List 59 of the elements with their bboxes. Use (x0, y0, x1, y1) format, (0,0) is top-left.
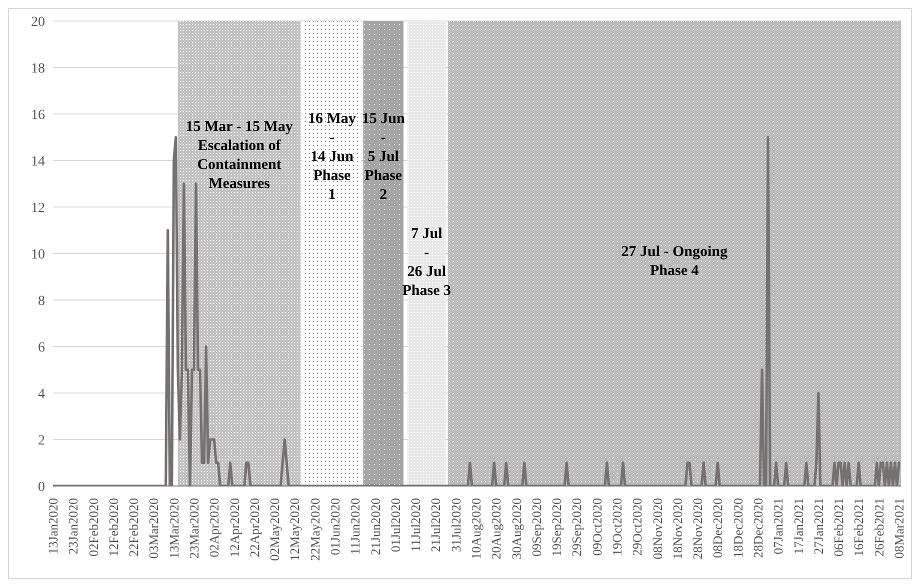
band-label: 15 Mar - 15 May Escalation of Containment Measures (186, 119, 294, 192)
x-tick-label: 12Apr2020 (226, 498, 242, 558)
x-tick-label: 02Feb2020 (86, 498, 101, 556)
y-tick-label: 12 (31, 200, 45, 216)
x-tick-label: 12Feb2020 (106, 498, 121, 556)
x-tick-label: 11Jul2020 (408, 498, 424, 552)
x-tick-label: 22Feb2020 (126, 498, 142, 556)
x-tick-label: 07Jan2021 (770, 498, 786, 554)
x-tick-label: 31Jul2020 (448, 498, 464, 552)
x-tick-label: 01Jul2020 (388, 498, 403, 552)
x-tick-label: 19Sep2020 (549, 498, 564, 556)
x-tick-label: 19Oct2020 (609, 498, 624, 556)
x-tick-label: 16Feb2021 (851, 498, 866, 556)
x-tick-label: 02May2020 (267, 498, 282, 561)
y-tick-label: 2 (38, 433, 45, 448)
x-tick-label: 03Mar2020 (146, 498, 162, 559)
x-tick-label: 10Aug2020 (468, 498, 484, 560)
x-tick-label: 09Sep2020 (528, 498, 544, 556)
x-tick-label: 29Oct2020 (630, 498, 645, 556)
x-tick-label: 08Dec2020 (710, 498, 726, 558)
x-tick-label: 02Apr2020 (206, 498, 222, 558)
x-tick-label: 28Nov2020 (690, 498, 706, 560)
band-label: 15 Jun - 5 Jul Phase 2 (362, 111, 406, 203)
y-tick-label: 16 (31, 108, 45, 123)
x-tick-label: 09Oct2020 (589, 498, 604, 556)
x-tick-label: 17Jan2021 (790, 498, 806, 554)
x-tick-label: 21Jun2020 (368, 498, 383, 556)
y-tick-label: 20 (31, 14, 45, 30)
y-tick-label: 14 (31, 154, 45, 170)
x-tick-label: 23Jan2020 (66, 498, 81, 554)
x-tick-label: 23Mar2020 (186, 498, 202, 559)
x-tick-label: 18Dec2020 (730, 498, 746, 558)
x-tick-label: 11Jun2020 (348, 498, 363, 555)
y-tick-label: 0 (38, 480, 45, 495)
band-label: 7 Jul - 26 Jul Phase 3 (402, 226, 452, 299)
y-tick-label: 18 (31, 61, 45, 76)
y-tick-label: 6 (38, 340, 45, 356)
y-tick-label: 8 (38, 294, 45, 309)
band-label: 27 Jul - Ongoing Phase 4 (621, 244, 728, 279)
x-tick-label: 30Aug2020 (508, 498, 524, 560)
x-tick-label: 28Dec2020 (750, 498, 766, 558)
x-tick-label: 22Apr2020 (246, 498, 262, 558)
y-tick-label: 10 (31, 247, 45, 262)
y-tick-label: 4 (38, 386, 45, 402)
x-tick-label: 13Jan2020 (46, 498, 60, 554)
x-tick-label: 26Feb2021 (871, 498, 886, 556)
x-tick-label: 18Nov2020 (670, 498, 685, 560)
band-label: 16 May - 14 Jun Phase 1 (308, 111, 356, 203)
x-tick-label: 13Mar2020 (166, 498, 182, 559)
x-tick-label: 08Mar2021 (891, 498, 906, 559)
x-tick-label: 08Nov2020 (650, 498, 665, 560)
x-tick-label: 20Aug2020 (488, 498, 504, 560)
x-tick-label: 22May2020 (307, 498, 322, 561)
x-tick-label: 06Feb2021 (831, 498, 846, 556)
x-tick-label: 29Sep2020 (569, 498, 584, 556)
x-tick-label: 27Jan2021 (810, 498, 826, 554)
x-tick-label: 21Jul2020 (428, 498, 444, 552)
x-tick-label: 01Jun2020 (327, 498, 342, 556)
x-tick-label: 12May2020 (287, 498, 302, 561)
